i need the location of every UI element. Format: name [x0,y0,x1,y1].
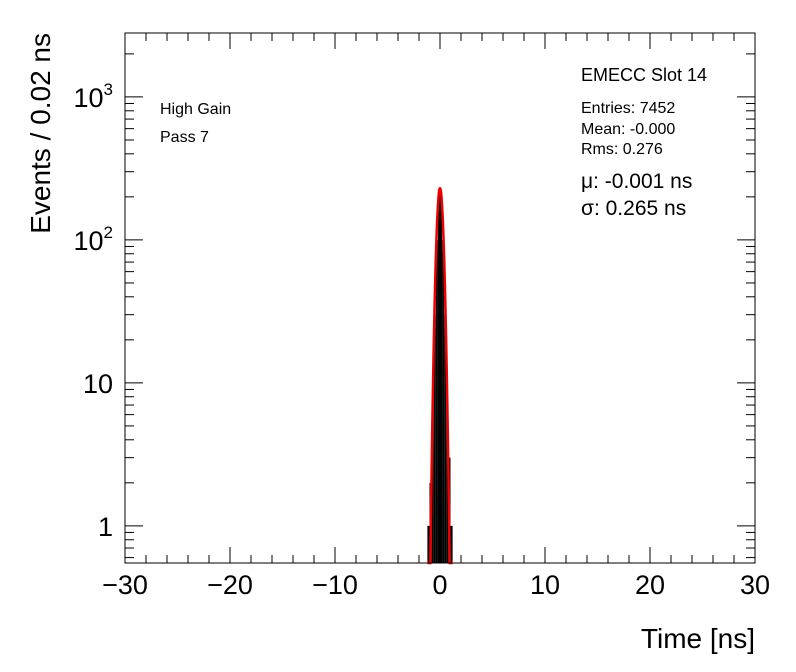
gain-annotation: High Gain [160,101,231,118]
x-tick-label: −30 [102,570,148,600]
tick-marks [124,33,756,563]
histogram-bar-8 [444,314,447,563]
histogram-bar-0 [427,525,430,563]
histogram-bar-2 [431,405,434,563]
histogram-bar-3 [433,314,436,563]
y-tick-label: 102 [73,223,113,256]
histogram-bar-4 [435,239,438,563]
plot-area [124,32,756,565]
y-axis-label: Events / 0.02 ns [25,33,56,234]
x-tick-label: 30 [740,570,770,600]
histogram-bar-7 [442,239,445,563]
histogram-bar-11 [450,525,453,563]
fit-mu-label: μ: -0.001 ns [581,170,692,193]
y-tick-label: 103 [73,80,113,113]
x-tick-label: 10 [530,570,560,600]
x-tick-label: −10 [312,570,358,600]
histogram-bar-5 [437,189,440,563]
x-tick-labels: −30 −20 −10 0 10 20 30 [102,570,770,600]
y-tick-label: 1 [98,512,113,542]
fit-sigma-label: σ: 0.265 ns [581,197,686,220]
y-tick-label: 10 [83,369,113,399]
stats-rms: Rms: 0.276 [581,141,663,158]
y-tick-labels: 1 10 102 103 [73,80,113,542]
x-tick-label: −20 [207,570,253,600]
x-tick-label: 0 [432,570,447,600]
histogram-bar-6 [440,190,443,563]
x-tick-label: 20 [635,570,665,600]
x-axis-label: Time [ns] [641,623,755,654]
stats-mean: Mean: -0.000 [581,121,675,138]
pass-annotation: Pass 7 [160,129,209,146]
chart-title: EMECC Slot 14 [581,65,707,85]
gaussian-fit-curve [427,186,453,565]
stats-entries: Entries: 7452 [581,100,675,117]
